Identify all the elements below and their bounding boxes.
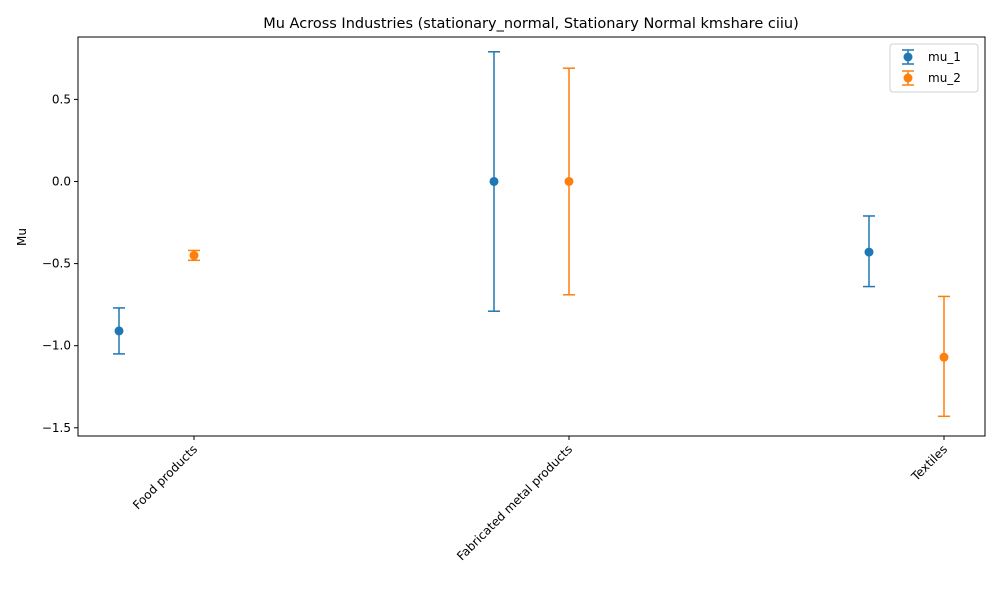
x-tick-label: Food products	[130, 442, 200, 512]
data-point	[114, 326, 124, 336]
y-tick-label: 0.0	[52, 174, 71, 188]
data-point	[939, 352, 949, 362]
plot-frame	[77, 36, 986, 437]
chart-title: Mu Across Industries (stationary_normal,…	[263, 16, 798, 32]
legend: mu_1 mu_2	[889, 43, 979, 93]
data-point	[189, 250, 199, 260]
y-tick-label: 0.5	[52, 92, 71, 106]
y-tick-label: −1.0	[42, 339, 71, 353]
legend-marker-dot	[903, 52, 913, 62]
x-tick-label: Textiles	[908, 442, 950, 484]
legend-label: mu_2	[928, 71, 961, 85]
data-point	[864, 247, 874, 257]
y-axis-label: Mu	[15, 228, 29, 246]
chart-marks: −1.5 −1.0 −0.5 0.0 0.5 Food products Fabricate…	[42, 51, 950, 563]
x-tick-label: Fabricated metal products	[454, 442, 575, 563]
y-tick-label: −1.5	[42, 421, 71, 435]
data-point	[489, 176, 499, 186]
data-point	[564, 176, 574, 186]
legend-label: mu_1	[928, 50, 961, 64]
y-tick-label: −0.5	[42, 257, 71, 271]
legend-marker-dot	[903, 73, 913, 83]
